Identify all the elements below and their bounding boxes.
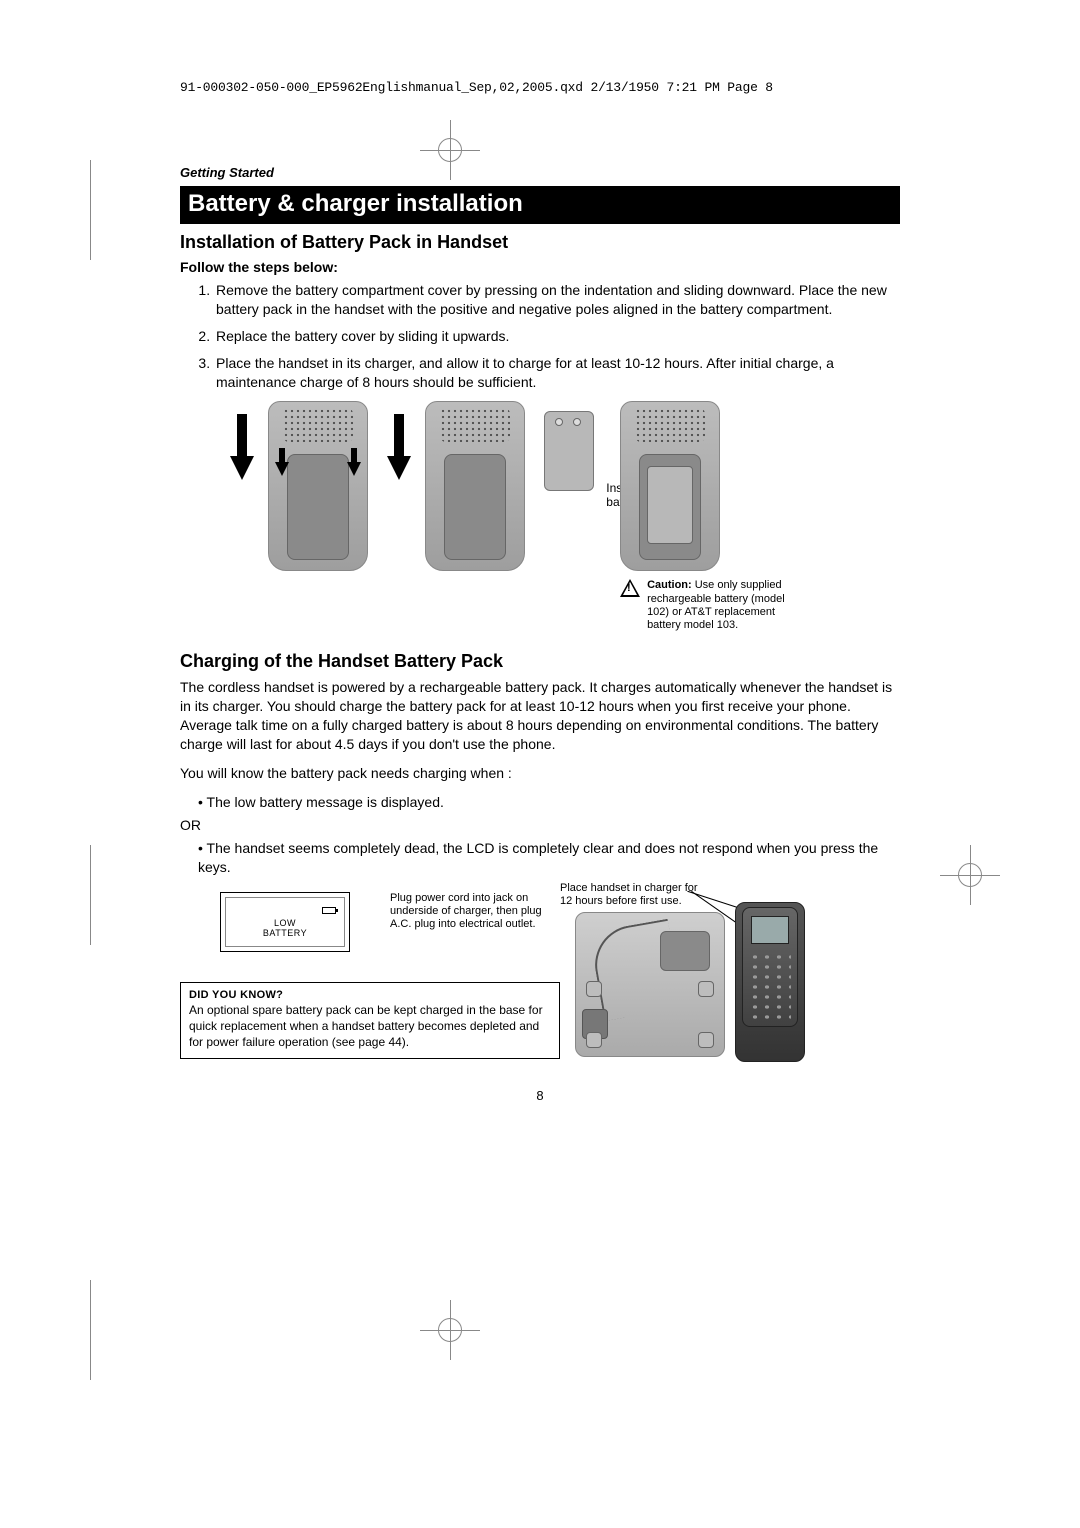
- step-1: Remove the battery compartment cover by …: [214, 281, 900, 319]
- bullet-list-2: The handset seems completely dead, the L…: [180, 839, 900, 877]
- heading-follow: Follow the steps below:: [180, 259, 900, 275]
- handset-back-3: [620, 401, 720, 571]
- did-you-know-box: DID YOU KNOW? An optional spare battery …: [180, 982, 560, 1059]
- step-2: Replace the battery cover by sliding it …: [214, 327, 900, 346]
- or-text: OR: [180, 816, 900, 835]
- install-steps: Remove the battery compartment cover by …: [180, 281, 900, 391]
- page-title: Battery & charger installation: [180, 186, 900, 224]
- caution-label: Caution:: [647, 579, 692, 591]
- page-number: 8: [180, 1088, 900, 1103]
- dyk-title: DID YOU KNOW?: [189, 989, 551, 1001]
- warning-icon: !: [620, 579, 640, 597]
- page-body: 91-000302-050-000_EP5962Englishmanual_Se…: [180, 80, 900, 1103]
- bullet-list: The low battery message is displayed.: [180, 793, 900, 812]
- bullet-dead: The handset seems completely dead, the L…: [198, 839, 900, 877]
- lcd-line2: BATTERY: [263, 928, 307, 938]
- crop-bar-left: [90, 845, 91, 945]
- arrow-right-icon: [347, 462, 361, 476]
- charging-paragraph: The cordless handset is powered by a rec…: [180, 678, 900, 754]
- crop-bar-left-bottom: [90, 1280, 91, 1380]
- caution-note: ! Caution: Use only supplied rechargeabl…: [620, 579, 810, 632]
- annotation-plug: Plug power cord into jack on underside o…: [390, 892, 550, 930]
- file-header-meta: 91-000302-050-000_EP5962Englishmanual_Se…: [180, 80, 900, 95]
- handset-in-dock-figure: [735, 902, 805, 1062]
- speaker-grid-icon: [283, 408, 353, 442]
- bullet-low-battery: The low battery message is displayed.: [198, 793, 900, 812]
- battery-icon: [322, 907, 336, 914]
- annotation-place: Place handset in charger for 12 hours be…: [560, 882, 700, 907]
- heading-install: Installation of Battery Pack in Handset: [180, 232, 900, 253]
- charger-base-figure: [575, 912, 725, 1057]
- section-label: Getting Started: [180, 165, 900, 180]
- arrow-left-icon: [275, 462, 289, 476]
- battery-pack-icon: [544, 411, 594, 491]
- figure-install: Insert supplied battery. ! Caution: Use …: [230, 401, 900, 611]
- lcd-line1: LOW: [274, 918, 296, 928]
- crop-mark-bottom: [420, 1300, 480, 1360]
- down-arrow-icon-2: [387, 456, 411, 480]
- handset-back-2: [425, 401, 525, 571]
- know-paragraph: You will know the battery pack needs cha…: [180, 764, 900, 783]
- down-arrow-icon: [230, 456, 254, 480]
- handset-back-1: [268, 401, 368, 571]
- crop-bar-left-top: [90, 160, 91, 260]
- crop-mark-right: [940, 845, 1000, 905]
- heading-charging: Charging of the Handset Battery Pack: [180, 651, 900, 672]
- step-3: Place the handset in its charger, and al…: [214, 354, 900, 392]
- figure-charging: LOW BATTERY Plug power cord into jack on…: [180, 882, 900, 1082]
- dyk-body: An optional spare battery pack can be ke…: [189, 1003, 551, 1050]
- lcd-display: LOW BATTERY: [220, 892, 350, 952]
